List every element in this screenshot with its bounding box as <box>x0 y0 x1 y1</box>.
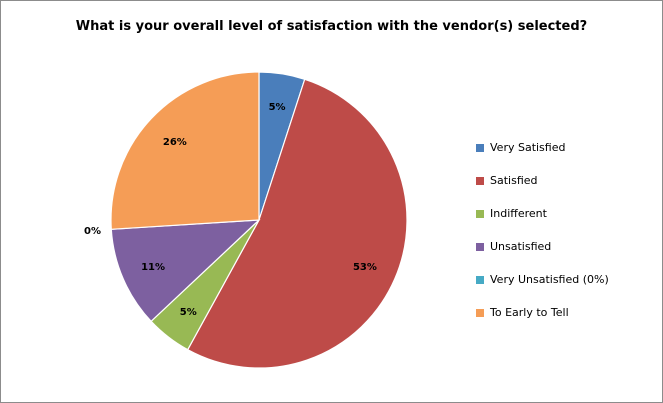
legend-label: Satisfied <box>490 174 538 187</box>
legend-label: Very Satisfied <box>490 141 566 154</box>
data-label-very-unsatisfied-0: 0% <box>84 226 101 237</box>
legend-item-satisfied: Satisfied <box>476 164 609 197</box>
legend-item-indifferent: Indifferent <box>476 197 609 230</box>
pie-slice-satisfied <box>186 78 408 369</box>
legend-swatch <box>476 209 484 218</box>
legend-swatch <box>476 176 484 185</box>
pie-slice-to-early-to-tell <box>110 71 260 230</box>
legend-item-very-satisfied: Very Satisfied <box>476 131 609 164</box>
legend-item-very-unsatisfied-0: Very Unsatisfied (0%) <box>476 263 609 296</box>
legend-swatch <box>476 308 484 317</box>
data-label-very-satisfied: 5% <box>269 102 286 113</box>
pie-slice-unsatisfied <box>110 219 261 323</box>
data-label-satisfied: 53% <box>353 262 377 273</box>
legend-swatch <box>476 275 484 284</box>
data-label-indifferent: 5% <box>180 307 197 318</box>
legend-item-unsatisfied: Unsatisfied <box>476 230 609 263</box>
chart-title: What is your overall level of satisfacti… <box>75 19 588 34</box>
legend-swatch <box>476 242 484 251</box>
legend-item-to-early-to-tell: To Early to Tell <box>476 296 609 329</box>
legend-label: Very Unsatisfied (0%) <box>490 273 609 286</box>
legend-label: Indifferent <box>490 207 547 220</box>
legend-label: To Early to Tell <box>490 306 569 319</box>
legend: Very Satisfied Satisfied Indifferent Unsati… <box>476 131 609 329</box>
legend-swatch <box>476 143 484 152</box>
legend-label: Unsatisfied <box>490 240 552 253</box>
data-label-unsatisfied: 11% <box>141 262 165 273</box>
data-label-to-early-to-tell: 26% <box>163 137 187 148</box>
